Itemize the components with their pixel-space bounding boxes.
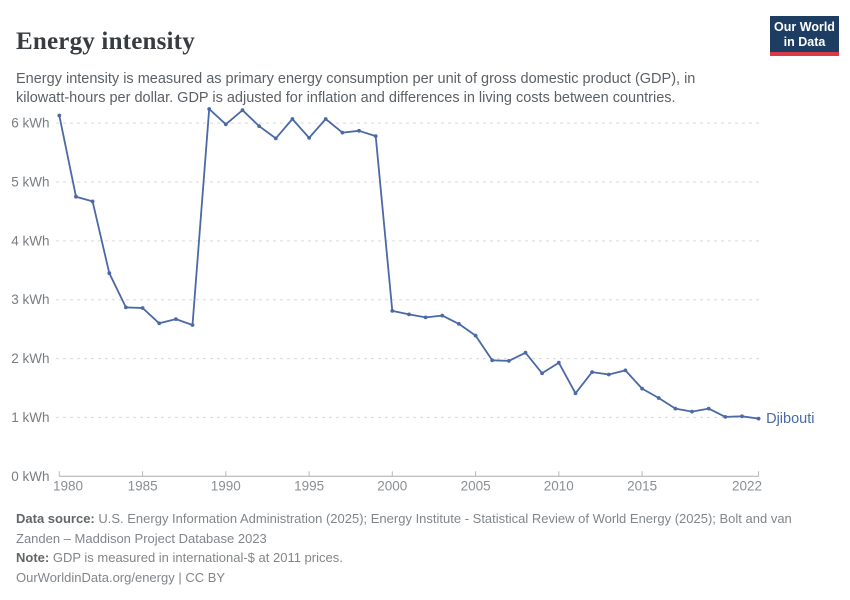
x-axis-tick-label: 1985: [128, 479, 158, 494]
data-point-marker: [307, 136, 311, 140]
data-point-marker: [207, 107, 212, 111]
data-point-marker: [190, 323, 195, 327]
data-point-marker: [357, 128, 361, 133]
data-point-marker: [423, 315, 428, 320]
data-point-marker: [756, 416, 761, 421]
data-point-marker: [257, 124, 261, 128]
data-point-marker: [140, 306, 145, 310]
x-axis-tick-label: 2022: [732, 479, 762, 494]
note-line: Note: GDP is measured in international-$…: [16, 548, 822, 568]
footer-link-line: OurWorldinData.org/energy | CC BY: [16, 568, 822, 588]
x-axis-tick-label: 2015: [627, 479, 657, 494]
data-point-marker: [407, 312, 411, 317]
data-point-marker: [373, 134, 378, 139]
data-point-marker: [590, 370, 594, 374]
owid-url-link[interactable]: OurWorldinData.org/energy: [16, 569, 175, 585]
x-axis-tick-label: 1980: [53, 479, 83, 494]
y-axis-tick-label: 3 kWh: [11, 292, 49, 307]
y-axis-tick-label: 4 kWh: [11, 233, 49, 248]
note-label: Note:: [16, 550, 50, 565]
data-point-marker: [57, 113, 62, 118]
owid-logo-line1: Our World: [774, 20, 835, 34]
data-point-marker: [540, 371, 544, 376]
x-axis-tick-label: 2010: [544, 479, 574, 494]
y-axis-tick-label: 2 kWh: [11, 351, 49, 366]
data-point-marker: [290, 117, 295, 121]
data-point-marker: [323, 117, 328, 121]
data-point-marker: [556, 360, 561, 365]
x-axis-tick-label: 1995: [294, 479, 324, 494]
data-point-marker: [174, 317, 178, 321]
owid-logo[interactable]: Our World in Data: [770, 16, 839, 56]
data-point-marker: [640, 386, 644, 391]
data-source-line: Data source: U.S. Energy Information Adm…: [16, 509, 822, 548]
data-point-marker: [90, 199, 95, 204]
data-point-marker: [74, 194, 78, 199]
data-point-marker: [440, 313, 445, 318]
page-title: Energy intensity: [16, 27, 195, 55]
note-text: GDP is measured in international-$ at 20…: [49, 550, 343, 565]
data-point-marker: [740, 414, 744, 419]
series-line-djibouti[interactable]: [58, 108, 760, 420]
data-point-marker: [706, 406, 711, 411]
data-point-marker: [656, 396, 661, 400]
series-end-label[interactable]: Djibouti: [766, 411, 814, 427]
data-point-marker: [507, 359, 511, 363]
chart-subtitle: Energy intensity is measured as primary …: [16, 70, 696, 106]
data-source-text: U.S. Energy Information Administration (…: [16, 511, 792, 546]
data-point-marker: [390, 309, 395, 313]
data-point-marker: [340, 130, 345, 135]
data-point-marker: [690, 409, 694, 414]
data-point-marker: [573, 391, 578, 396]
data-point-marker: [107, 271, 112, 276]
x-axis-tick-label: 2005: [461, 479, 491, 494]
license-text: | CC BY: [174, 569, 226, 585]
x-axis-tick-label: 2000: [377, 479, 407, 494]
data-point-marker: [673, 406, 678, 411]
data-point-marker: [124, 305, 128, 310]
y-axis-tick-label: 6 kWh: [11, 116, 49, 131]
owid-logo-line2: in Data: [783, 34, 826, 49]
data-point-marker: [523, 350, 528, 355]
data-point-marker: [623, 368, 628, 373]
data-point-marker: [457, 322, 461, 326]
x-axis-tick-label: 1990: [211, 479, 241, 494]
data-point-marker: [273, 136, 278, 141]
data-point-marker: [157, 321, 162, 326]
data-point-marker: [223, 122, 228, 127]
data-point-marker: [473, 333, 478, 338]
y-axis-tick-label: 1 kWh: [11, 410, 49, 425]
data-point-marker: [723, 415, 728, 419]
data-point-marker: [240, 108, 245, 113]
chart-footer: Data source: U.S. Energy Information Adm…: [16, 509, 822, 587]
data-point-marker: [490, 358, 495, 363]
y-axis-tick-label: 0 kWh: [11, 469, 49, 484]
data-source-label: Data source:: [16, 511, 95, 526]
y-axis-tick-label: 5 kWh: [11, 175, 49, 190]
data-point-marker: [606, 372, 611, 377]
